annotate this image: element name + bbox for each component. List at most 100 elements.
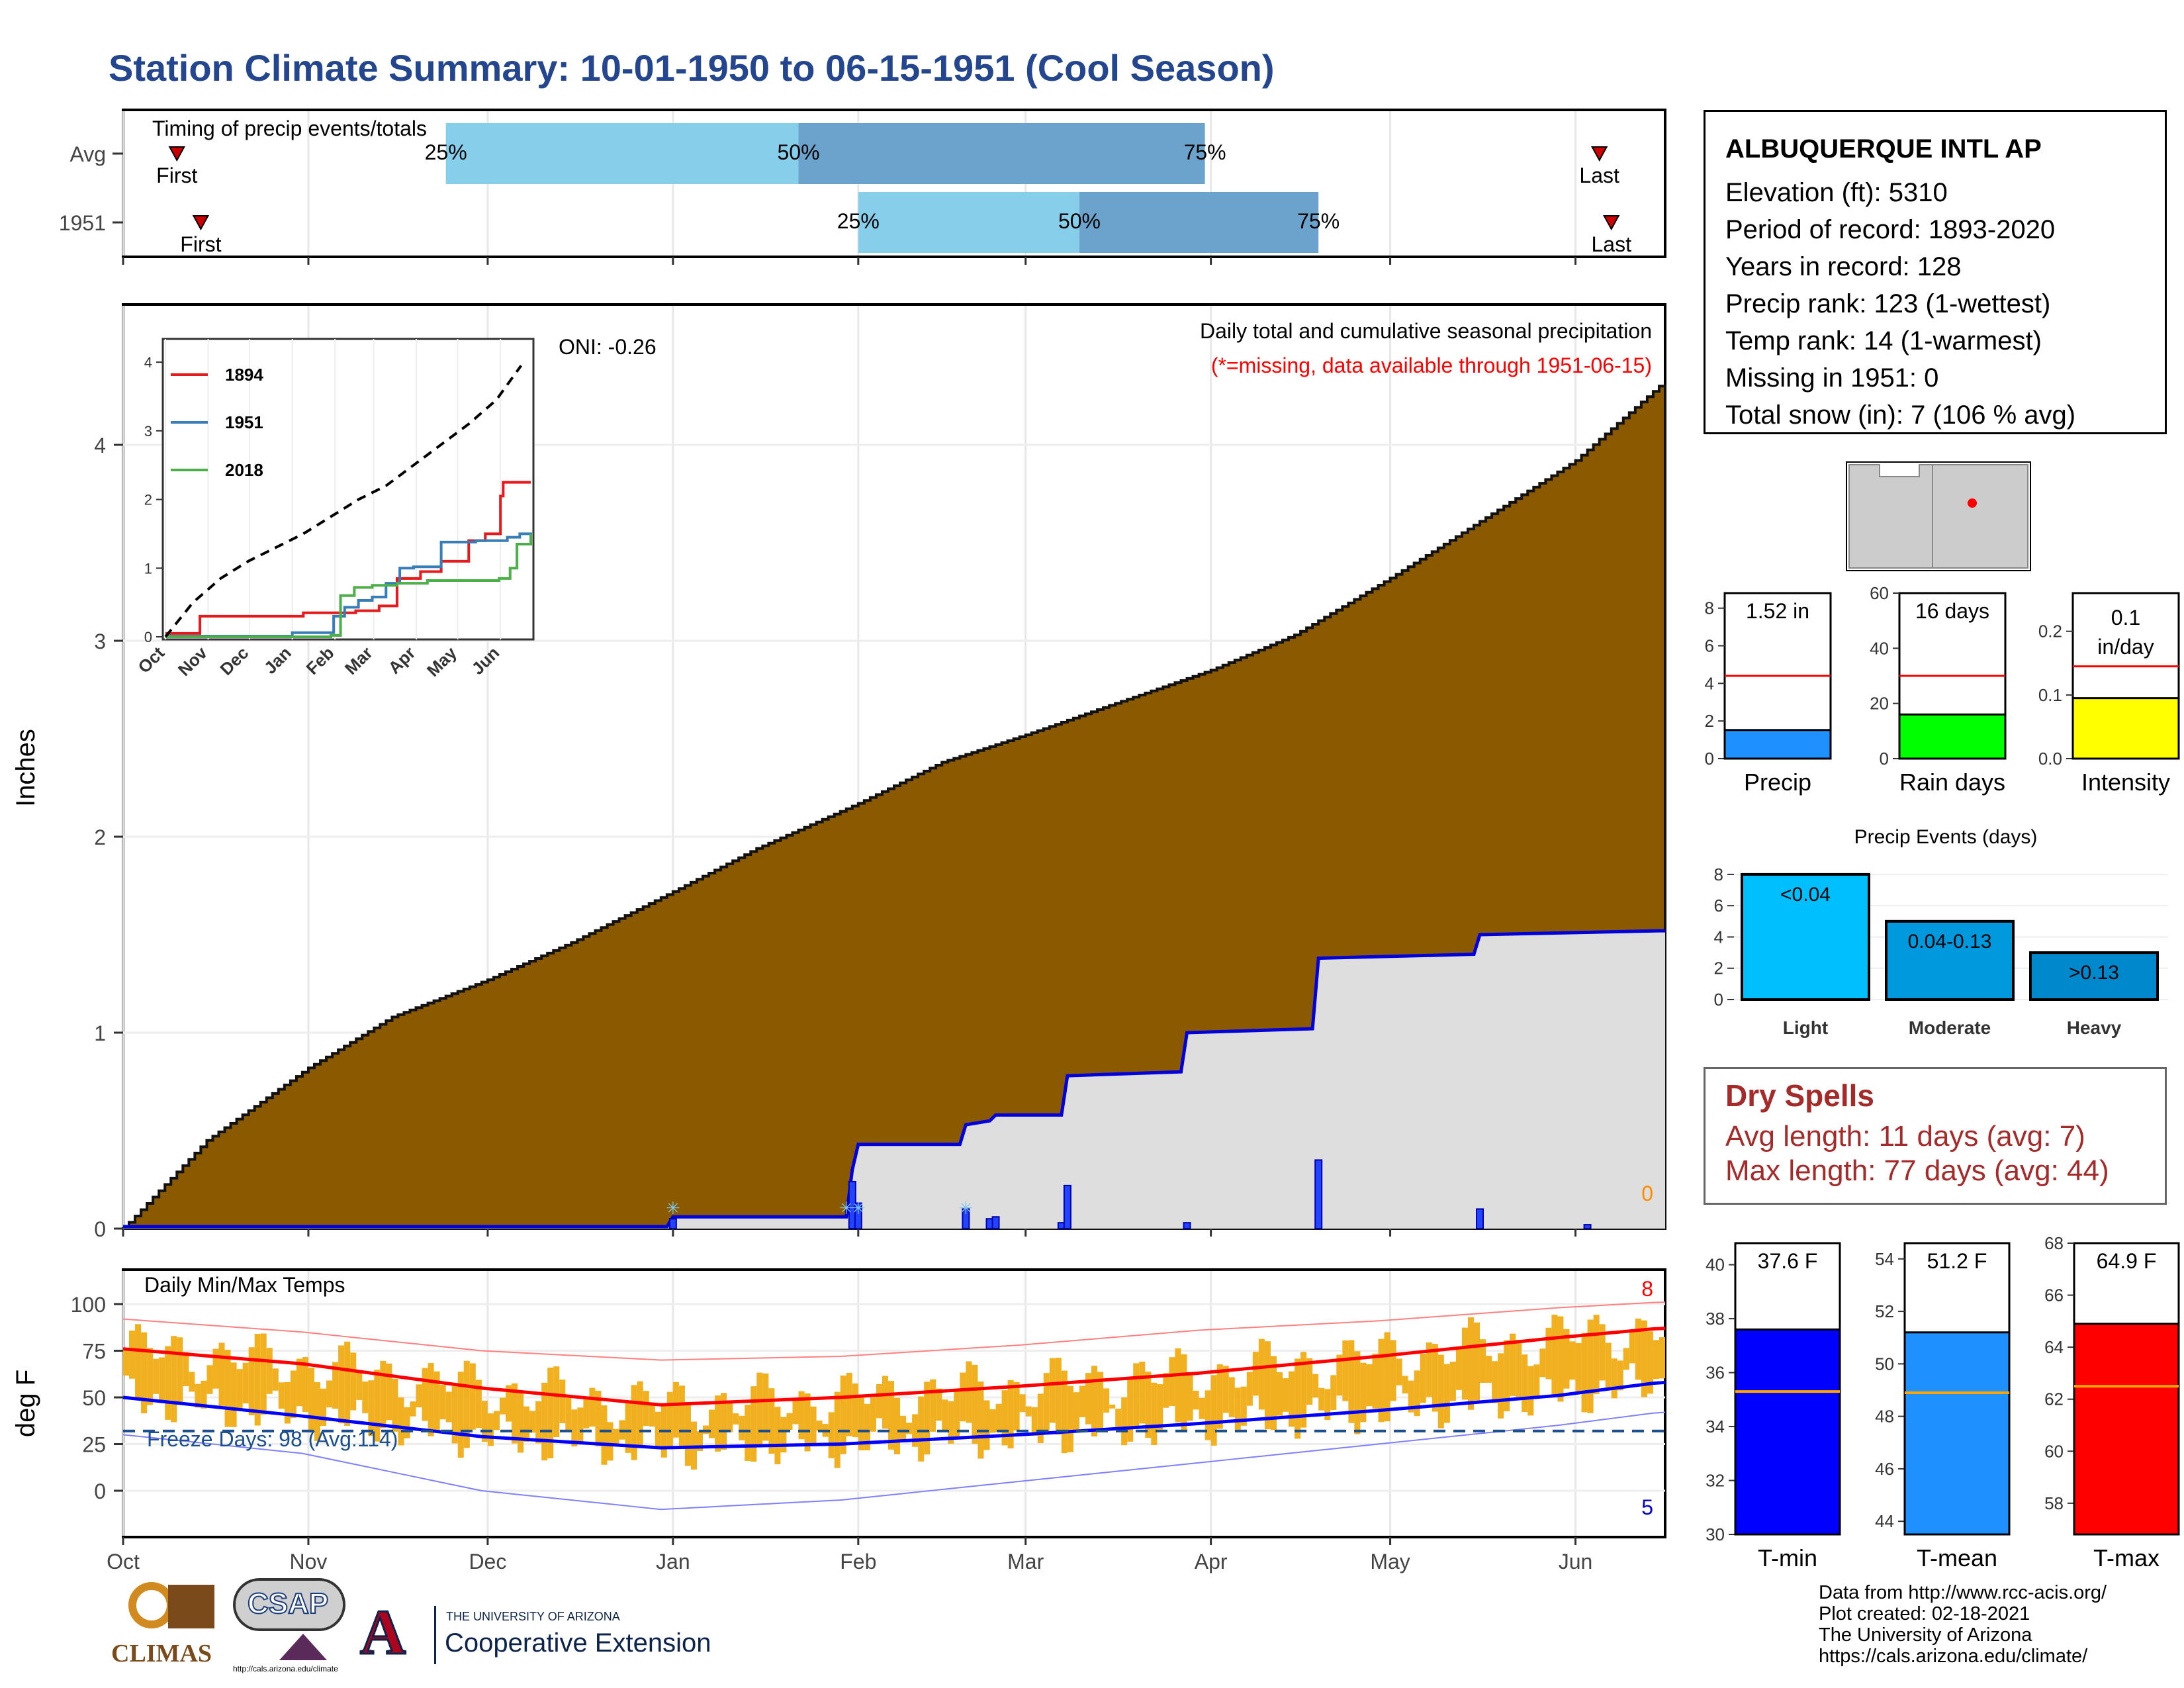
temps-daily-bar-5 [153,1358,159,1394]
station-temp-rank: Temp rank: 14 (1-warmest) [1725,326,2042,355]
station-name: ALBUQUERQUE INTL AP [1725,134,2042,164]
temps-xtick-label-Jun: Jun [1559,1550,1593,1573]
temps-daily-bar-34 [326,1380,333,1408]
temps-daily-bar-128 [887,1381,894,1450]
temps-daily-bar-149 [1013,1382,1020,1430]
temps-daily-bar-27 [284,1382,291,1424]
temps-daily-bar-182 [1210,1375,1217,1446]
timing-title: Timing of precip events/totals [152,117,427,140]
temps-ytick-label-25: 25 [82,1433,106,1457]
precip-ytick-label-3: 3 [94,630,106,653]
temps-daily-bar-236 [1533,1364,1540,1397]
precip-total-ytick-label-0: 0 [1705,749,1714,769]
station-years: Years in record: 128 [1725,252,1962,281]
temps-daily-bar-155 [1049,1358,1056,1423]
temps-avg-min-line [122,1380,1666,1450]
temps-daily-bar-148 [1007,1380,1014,1449]
tmin-ytick-label-36: 36 [1706,1363,1725,1383]
precip-total-value-bar [1723,729,1832,760]
temps-daily-bar-211 [1384,1332,1390,1422]
temps-daily-bar-257 [1659,1337,1665,1379]
timing-bar-q50-q75-1 [1079,192,1319,253]
temps-daily-bar-243 [1575,1342,1582,1393]
precip-total-xlabel: Precip [1744,769,1811,796]
temps-daily-bar-206 [1354,1351,1361,1434]
temps-daily-bar-8 [171,1336,177,1423]
temps-daily-bar-64 [505,1385,512,1422]
temps-daily-bar-110 [780,1417,787,1453]
temps-daily-bar-190 [1258,1338,1265,1410]
timing-last-label-0: Last [1579,164,1619,187]
inset-frame [161,338,535,641]
temps-daily-bar-241 [1563,1329,1570,1389]
temps-daily-bar-174 [1163,1373,1169,1408]
events-title: Precip Events (days) [1854,826,2038,848]
temps-daily-bar-102 [733,1413,739,1425]
credit-plot-created: Plot created: 02-18-2021 [1819,1603,2030,1624]
csap-cloud-icon [233,1578,345,1631]
precip-ylabel: Inches [11,729,40,807]
precip-daily-bar-0 [668,1218,677,1229]
temps-daily-bar-154 [1043,1373,1050,1432]
timing-last-marker-1 [1603,215,1620,231]
temps-daily-bar-93 [678,1385,685,1446]
temps-daily-bar-18 [230,1362,237,1427]
temps-daily-bar-94 [684,1402,691,1466]
station-elevation: Elevation (ft): 5310 [1725,178,1948,207]
tmean-ytick-label-52: 52 [1875,1301,1894,1321]
precip-ytick-label-4: 4 [94,434,106,457]
temps-daily-bar-156 [1055,1358,1062,1435]
temps-daily-bar-224 [1461,1327,1468,1400]
tmean-value-bar [1903,1331,2011,1536]
temps-daily-bar-107 [762,1373,769,1441]
timing-first-marker-1 [192,215,210,231]
rain-days-ytick-label-60: 60 [1870,583,1889,603]
inset-series-2018 [165,534,532,638]
temps-daily-bar-57 [463,1360,470,1448]
precip-snow-marker-3: ✳ [958,1198,973,1218]
intensity-ytick-label-0.1: 0.1 [2038,685,2062,705]
temps-daily-bar-197 [1300,1352,1307,1428]
temps-daily-bar-74 [565,1398,572,1432]
temps-daily-bar-130 [900,1415,907,1441]
timing-last-marker-0 [1590,146,1608,162]
tmean-ytick-label-48: 48 [1875,1407,1894,1427]
temps-daily-bar-135 [930,1379,936,1432]
timing-q50-label-0: 50% [777,140,819,164]
tmin-ytick-label-40: 40 [1706,1255,1725,1275]
temps-title: Daily Min/Max Temps [144,1273,345,1297]
temps-daily-bar-24 [266,1348,273,1394]
timing-bar-q25-q50-0 [445,123,799,184]
timing-q25-label-0: 25% [425,140,467,164]
temps-xtick-label-Oct: Oct [107,1550,140,1573]
temps-daily-bar-76 [577,1407,584,1444]
temps-daily-bar-101 [727,1401,733,1432]
tmax-ytick-label-64: 64 [2044,1337,2064,1357]
temps-daily-bar-103 [739,1415,745,1440]
rain-days-ytick-label-40: 40 [1870,638,1889,658]
tmean-ytick-label-54: 54 [1875,1249,1894,1269]
temps-daily-bar-45 [392,1378,398,1432]
temps-daily-bar-231 [1504,1340,1510,1411]
temps-daily-bar-43 [380,1360,387,1429]
temps-daily-bar-2 [135,1324,142,1401]
temps-daily-bar-120 [840,1376,846,1454]
temps-daily-bar-217 [1420,1353,1426,1403]
temps-daily-bar-203 [1336,1354,1343,1396]
temps-xtick-label-Dec: Dec [469,1550,506,1573]
temps-daily-bar-144 [983,1400,990,1450]
temps-daily-bar-66 [518,1393,524,1453]
temps-daily-bar-131 [906,1423,913,1434]
temps-daily-bar-168 [1127,1378,1134,1442]
tmax-ytick-label-62: 62 [2044,1389,2064,1409]
precip-ytick-label-0: 0 [94,1217,106,1241]
temps-daily-bar-80 [601,1405,608,1465]
temps-daily-bar-200 [1318,1387,1325,1411]
timing-q75-label-0: 75% [1184,140,1226,164]
temps-freeze-label: Freeze Days: 98 (Avg:114) [147,1427,398,1451]
precip-ytick-label-2: 2 [94,825,106,849]
precip-avg-cumulative-area [123,385,1666,1230]
temps-daily-bar-179 [1193,1391,1199,1410]
timing-row-label-0: Avg [69,142,106,166]
